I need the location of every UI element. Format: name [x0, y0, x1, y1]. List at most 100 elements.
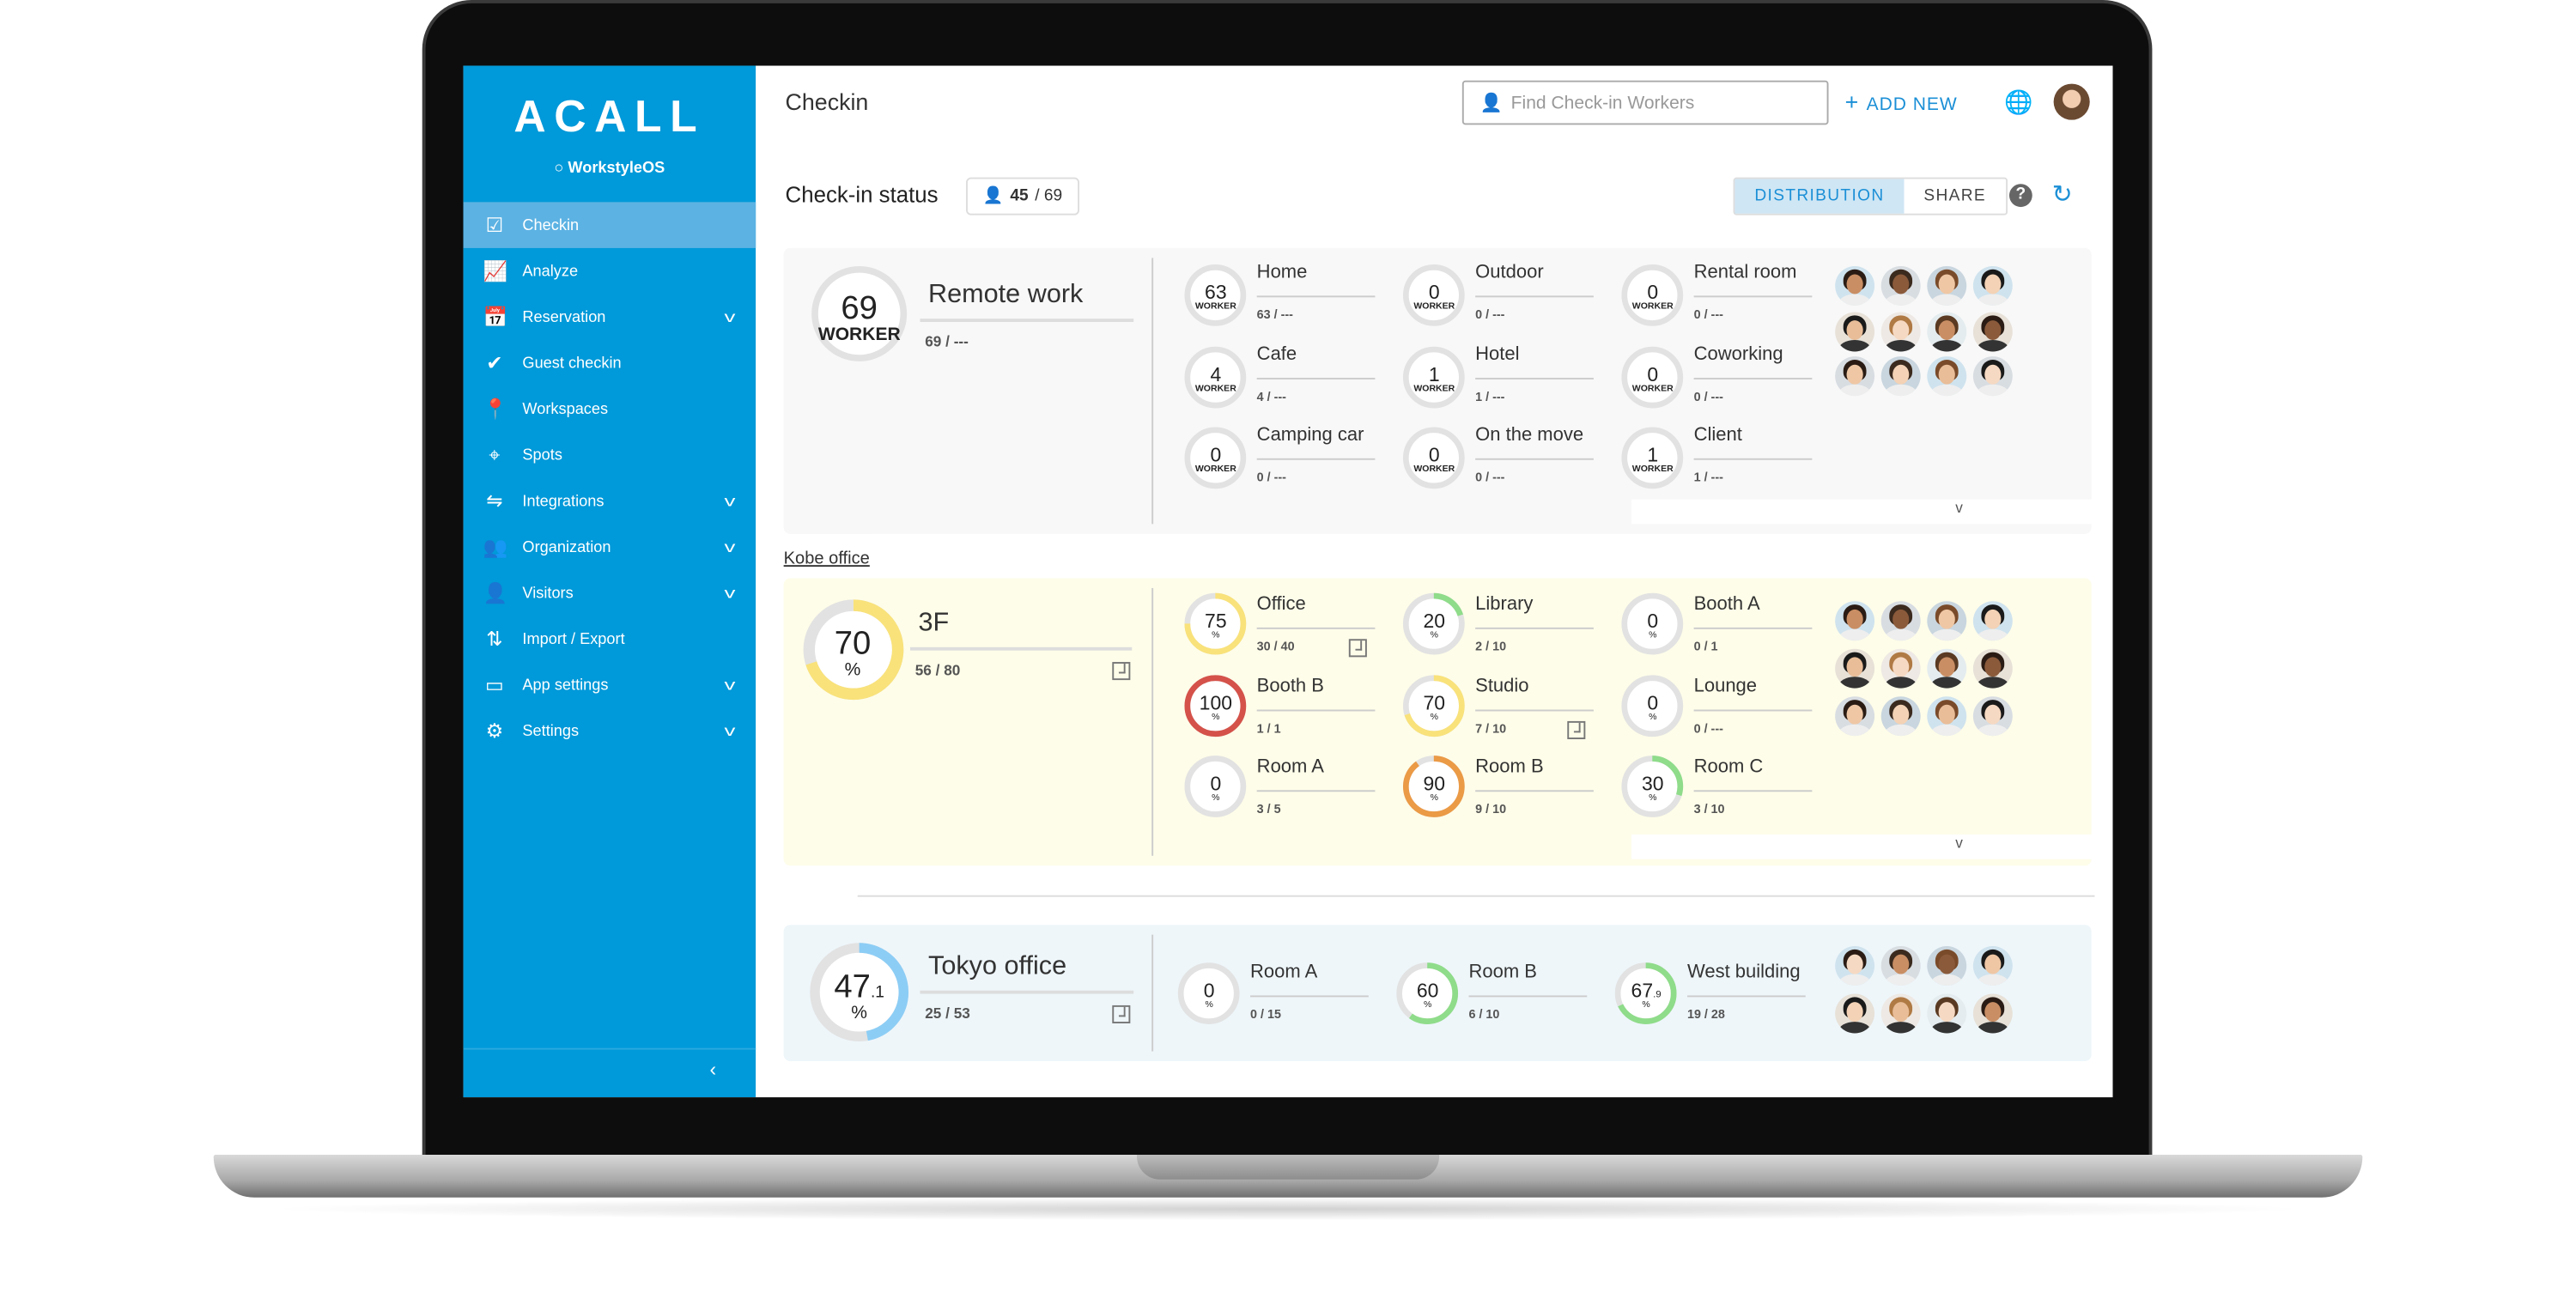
expand-button[interactable]: v	[1631, 499, 2113, 525]
location-cell[interactable]: 70% Studio 7 / 10	[1403, 674, 1617, 748]
sidebar-item-workspaces[interactable]: 📍 Workspaces	[464, 386, 756, 433]
location-cell[interactable]: 20% Library 2 / 10	[1403, 593, 1617, 667]
worker-avatar[interactable]	[1972, 648, 2013, 689]
worker-avatar[interactable]	[1927, 356, 1967, 397]
floorplan-icon[interactable]	[1348, 639, 1367, 658]
location-cell[interactable]: 75% Office 30 / 40	[1184, 593, 1398, 667]
sidebar-item-spots[interactable]: ⌖ Spots	[464, 432, 756, 478]
distribution-tab[interactable]: DISTRIBUTION	[1735, 179, 1905, 214]
worker-avatar[interactable]	[1927, 648, 1967, 689]
share-tab[interactable]: SHARE	[1923, 187, 1987, 206]
chevron-down-icon[interactable]: v	[723, 585, 735, 602]
sidebar-item-app-settings[interactable]: ▭ App settings v	[464, 662, 756, 708]
location-cell[interactable]: 90% Room B 9 / 10	[1403, 756, 1617, 829]
worker-avatar[interactable]	[1927, 993, 1967, 1034]
worker-avatar[interactable]	[1835, 265, 1875, 306]
location-cell[interactable]: 30% Room C 3 / 10	[1621, 756, 1835, 829]
sidebar-item-integrations[interactable]: ⇋ Integrations v	[464, 478, 756, 525]
worker-avatar[interactable]	[1880, 993, 1921, 1034]
worker-avatar[interactable]	[1880, 265, 1921, 306]
chevron-down-icon[interactable]: v	[723, 308, 735, 325]
location-cell[interactable]: 1 WORKER Hotel 1 / ---	[1403, 344, 1617, 416]
location-cell[interactable]: 0 WORKER On the move 0 / ---	[1403, 426, 1617, 498]
location-cell[interactable]: 1 WORKER Client 1 / ---	[1621, 426, 1835, 498]
worker-avatar[interactable]	[1880, 946, 1921, 986]
location-underline	[1475, 790, 1594, 792]
location-cell[interactable]: 0% Lounge 0 / ---	[1621, 674, 1835, 748]
line-chart-icon: 📈	[483, 259, 508, 283]
worker-avatar[interactable]	[1835, 648, 1875, 689]
location-cell[interactable]: 4 WORKER Cafe 4 / ---	[1184, 344, 1398, 416]
worker-avatar[interactable]	[1972, 696, 2013, 737]
worker-avatar[interactable]	[1880, 648, 1921, 689]
worker-avatar[interactable]	[1972, 993, 2013, 1034]
chevron-down-icon[interactable]: v	[723, 677, 735, 694]
worker-avatar[interactable]	[1927, 265, 1967, 306]
floorplan-icon[interactable]	[1112, 662, 1131, 681]
sidebar-item-organization[interactable]: 👥 Organization v	[464, 524, 756, 570]
worker-avatar[interactable]	[1927, 311, 1967, 351]
location-cell[interactable]: 100% Booth B 1 / 1	[1184, 674, 1398, 748]
location-cell[interactable]: 0% Room A 3 / 5	[1184, 756, 1398, 829]
worker-avatar[interactable]	[1972, 946, 2013, 986]
location-cell[interactable]: 0 WORKER Rental room 0 / ---	[1621, 263, 1835, 335]
floorplan-icon[interactable]	[1567, 719, 1586, 739]
sidebar-item-checkin[interactable]: ☑ Checkin	[463, 202, 756, 248]
worker-avatar[interactable]	[1835, 696, 1875, 737]
sidebar-item-guest-checkin[interactable]: ✔ Guest checkin	[464, 340, 756, 386]
worker-avatar[interactable]	[1927, 696, 1967, 737]
chevron-down-icon[interactable]: v	[723, 722, 735, 739]
chevron-down-icon[interactable]: v	[723, 492, 735, 510]
worker-avatar[interactable]	[1835, 601, 1875, 641]
refresh-icon[interactable]: ↻	[2051, 180, 2073, 209]
section-divider	[857, 895, 2095, 897]
worker-avatar[interactable]	[1880, 696, 1921, 737]
location-cell[interactable]: 0 WORKER Coworking 0 / ---	[1621, 344, 1835, 416]
location-count: 0 / ---	[1475, 307, 1505, 323]
sidebar-item-visitors[interactable]: 👤 Visitors v	[464, 570, 756, 616]
ring-track	[1184, 427, 1247, 489]
expand-button[interactable]: v	[1631, 834, 2113, 859]
worker-avatar[interactable]	[1927, 601, 1967, 641]
location-cell[interactable]: 63 WORKER Home 63 / ---	[1184, 263, 1398, 335]
location-cell[interactable]: 0% Booth A 0 / 1	[1621, 593, 1835, 667]
ring-fill	[1403, 756, 1466, 818]
globe-icon[interactable]: 🌐	[2004, 88, 2033, 115]
location-cell[interactable]: 60% Room B 6 / 10	[1396, 962, 1610, 1035]
sidebar-item-import-export[interactable]: ⇅ Import / Export	[464, 616, 756, 662]
kobe-office-link[interactable]: Kobe office	[783, 549, 870, 569]
worker-avatar[interactable]	[1835, 311, 1875, 351]
chevron-down-icon[interactable]: v	[723, 538, 735, 555]
worker-avatar[interactable]	[1972, 311, 2013, 351]
worker-avatar[interactable]	[1972, 601, 2013, 641]
sidebar-item-label: Import / Export	[522, 629, 625, 648]
sidebar-item-reservation[interactable]: 📅 Reservation v	[464, 294, 756, 340]
worker-avatar[interactable]	[1880, 356, 1921, 397]
floorplan-icon[interactable]	[1112, 1004, 1131, 1023]
location-name: On the move	[1475, 425, 1584, 446]
worker-avatar[interactable]	[1927, 946, 1967, 986]
add-new-button[interactable]: + ADD NEW	[1844, 88, 1958, 115]
collapse-sidebar-icon[interactable]: ‹	[709, 1058, 717, 1081]
sidebar-item-settings[interactable]: ⚙ Settings v	[464, 708, 756, 755]
location-cell[interactable]: 0 WORKER Outdoor 0 / ---	[1403, 263, 1617, 335]
worker-avatar[interactable]	[1880, 311, 1921, 351]
search-input[interactable]: 👤 Find Check-in Workers	[1461, 80, 1829, 125]
user-avatar[interactable]	[2053, 83, 2090, 120]
sidebar-item-analyze[interactable]: 📈 Analyze	[464, 248, 756, 294]
worker-avatar[interactable]	[1835, 993, 1875, 1034]
ring-value: 30%	[1641, 772, 1664, 804]
location-ring	[1184, 346, 1247, 408]
page-title: Checkin	[785, 88, 869, 115]
location-cell[interactable]: 0 WORKER Camping car 0 / ---	[1184, 426, 1398, 498]
summary-ring	[802, 598, 903, 700]
worker-avatar[interactable]	[1835, 356, 1875, 397]
location-cell[interactable]: 0% Room A 0 / 15	[1178, 962, 1392, 1035]
worker-avatar[interactable]	[1835, 946, 1875, 986]
worker-avatar[interactable]	[1972, 265, 2013, 306]
worker-avatar[interactable]	[1972, 356, 2013, 397]
ring-track	[1403, 427, 1466, 489]
location-cell[interactable]: 67.9% West building 19 / 28	[1615, 962, 1829, 1035]
help-icon[interactable]: ?	[2008, 184, 2032, 208]
worker-avatar[interactable]	[1880, 601, 1921, 641]
